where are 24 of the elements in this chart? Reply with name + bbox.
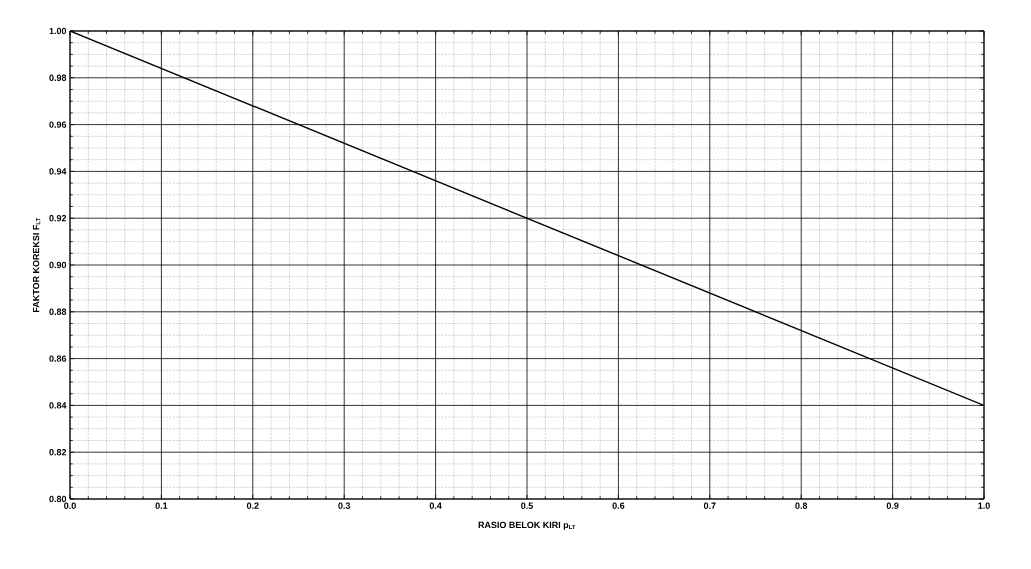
- x-tick-label: 0.1: [155, 502, 168, 509]
- y-tick-label: 0.98: [49, 74, 67, 81]
- y-tick-label: 0.80: [49, 495, 67, 503]
- x-tick-label: 1.0: [978, 502, 990, 509]
- x-axis-title: RASIO BELOK KIRI p$_{LT}$: [478, 521, 576, 530]
- y-axis-title: FAKTOR KOREKSI F$_{LT}$: [32, 217, 41, 313]
- y-tick-label: 0.88: [49, 308, 67, 315]
- x-tick-label: 0.4: [429, 502, 442, 509]
- x-tick-label: 0.6: [612, 502, 625, 509]
- y-tick-label: 0.86: [49, 355, 67, 362]
- y-tick-label: 0.82: [49, 449, 67, 456]
- x-tick-label: 0.3: [338, 502, 351, 509]
- y-tick-label: 0.90: [49, 261, 67, 269]
- x-tick-label: 0.0: [64, 502, 76, 509]
- y-tick-label: 1.00: [49, 27, 67, 35]
- y-tick-label: 0.92: [49, 215, 67, 222]
- x-tick-label: 0.8: [795, 502, 808, 509]
- x-tick-label: 0.9: [886, 502, 899, 509]
- y-tick-label: 0.96: [49, 121, 67, 128]
- y-tick-label: 0.84: [49, 402, 67, 409]
- x-tick-label: 0.7: [703, 502, 716, 509]
- x-tick-label: 0.5: [521, 502, 533, 509]
- y-tick-label: 0.94: [49, 168, 67, 175]
- x-tick-label: 0.2: [246, 502, 259, 509]
